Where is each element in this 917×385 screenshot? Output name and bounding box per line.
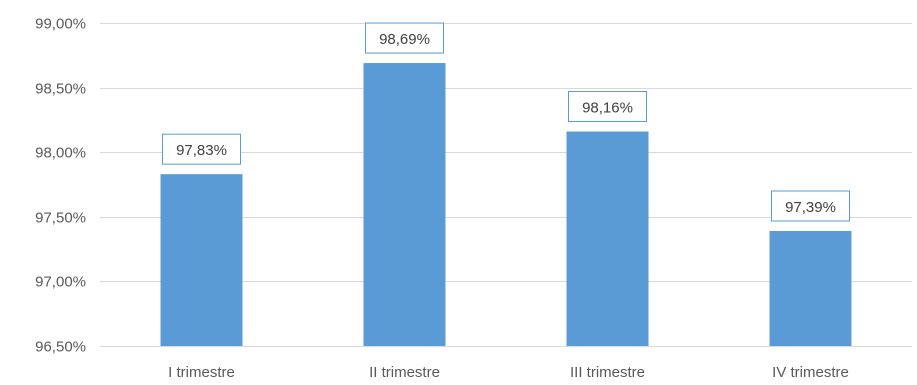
y-tick-label: 97,00%	[35, 274, 86, 291]
data-label: 97,39%	[785, 199, 836, 216]
x-axis-category-labels: I trimestre II trimestre III trimestre IV t…	[168, 364, 849, 381]
data-label-box	[771, 190, 850, 222]
x-category-label: IV trimestre	[772, 364, 849, 381]
data-label-box	[568, 91, 647, 123]
bars	[160, 63, 852, 346]
data-labels: 97,83% 98,69% 98,16% 97,39%	[162, 22, 850, 222]
data-label-box	[162, 133, 241, 165]
y-axis-tick-labels: 96,50% 97,00% 97,50% 98,00% 98,50% 99,00%	[35, 16, 86, 356]
y-tick-label: 97,50%	[35, 210, 86, 227]
data-label: 98,16%	[582, 100, 633, 117]
bar	[566, 131, 649, 346]
bar	[363, 63, 446, 346]
x-category-label: III trimestre	[570, 364, 645, 381]
y-tick-label: 96,50%	[35, 339, 86, 356]
x-category-label: II trimestre	[369, 364, 440, 381]
data-label: 97,83%	[176, 142, 227, 159]
x-category-label: I trimestre	[168, 364, 235, 381]
data-label: 98,69%	[379, 31, 430, 48]
bar	[160, 174, 243, 346]
bar	[769, 231, 852, 346]
y-tick-label: 98,00%	[35, 145, 86, 162]
y-tick-label: 98,50%	[35, 81, 86, 98]
y-tick-label: 99,00%	[35, 16, 86, 33]
data-label-box	[365, 22, 444, 54]
